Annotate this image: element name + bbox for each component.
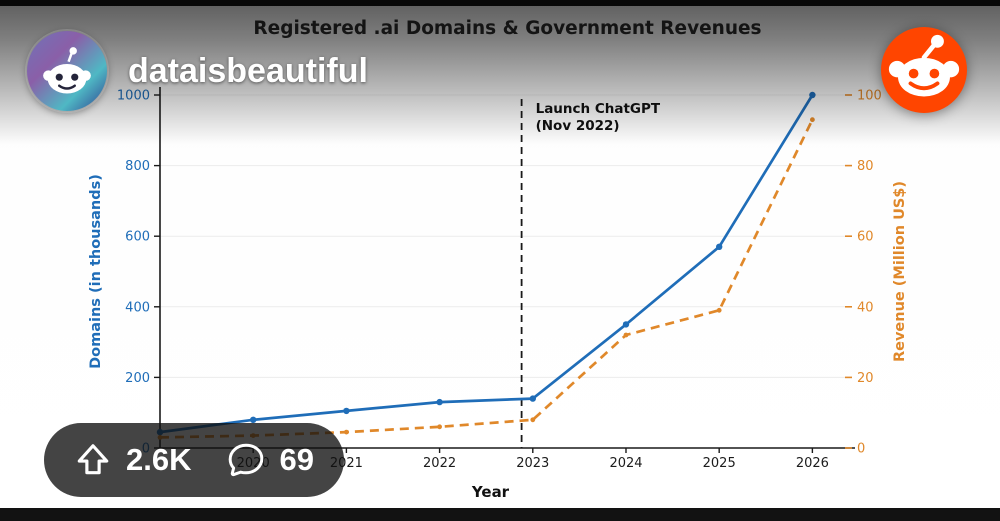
y-tick-label-right: 20: [857, 371, 874, 386]
series-marker-left: [622, 321, 630, 328]
comment-icon[interactable]: [227, 441, 265, 479]
y-tick-label-left: 800: [125, 159, 150, 174]
y-tick-label-left: 600: [125, 230, 150, 245]
series-marker-right: [344, 429, 349, 435]
x-tick-label: 2024: [609, 456, 642, 471]
y-axis-label-left: Domains (in thousands): [88, 174, 104, 369]
y-tick-label-right: 60: [857, 230, 874, 245]
series-line-left: [159, 94, 814, 434]
series-marker-left: [529, 395, 536, 402]
annotation-text: (Nov 2022): [536, 118, 620, 134]
post-stats-pill: 2.6K 69: [44, 423, 344, 497]
series-marker-left: [250, 416, 257, 423]
series-marker-right: [530, 417, 536, 423]
post-header: dataisbeautiful: [27, 31, 368, 111]
upvote-count: 2.6K: [126, 442, 192, 477]
reddit-logo[interactable]: [881, 27, 967, 113]
series-marker-left: [436, 398, 443, 406]
series-marker-right: [437, 424, 442, 430]
bottom-letterbox: [0, 508, 1000, 521]
series-marker-left: [809, 91, 816, 99]
x-axis-label: Year: [471, 483, 510, 501]
snoo-avatar-icon: [43, 47, 91, 94]
y-axis-label-right: Revenue (Million US$): [892, 181, 908, 362]
series-marker-right: [716, 307, 722, 313]
series-marker-left: [716, 243, 723, 250]
subreddit-avatar[interactable]: [27, 31, 107, 111]
y-tick-label-left: 200: [125, 371, 150, 386]
series-marker-left: [343, 407, 350, 415]
y-tick-label-right: 80: [857, 159, 874, 174]
x-tick-label: 2023: [516, 456, 549, 471]
annotation-text: Launch ChatGPT: [536, 101, 661, 117]
upvote-icon[interactable]: [74, 441, 112, 479]
series-line-right: [159, 119, 814, 439]
x-tick-label: 2026: [796, 456, 829, 471]
series-marker-right: [810, 117, 815, 123]
y-tick-label-right: 0: [857, 442, 865, 457]
y-tick-label-right: 100: [857, 89, 882, 104]
x-tick-label: 2025: [703, 456, 736, 471]
x-tick-label: 2022: [423, 456, 456, 471]
y-tick-label-left: 400: [125, 300, 150, 315]
series-marker-right: [623, 332, 629, 338]
subreddit-title[interactable]: dataisbeautiful: [128, 51, 368, 90]
y-tick-label-right: 40: [857, 300, 874, 315]
comment-count: 69: [279, 442, 314, 477]
